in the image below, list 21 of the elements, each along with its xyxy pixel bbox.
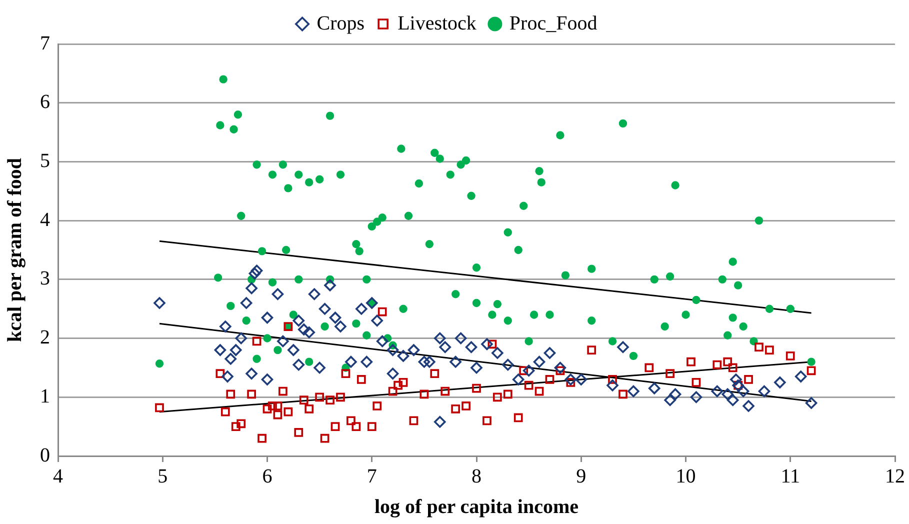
y-tick-label: 1 xyxy=(40,385,50,408)
legend-label: Crops xyxy=(316,12,365,34)
y-tick-label: 3 xyxy=(40,268,50,290)
y-tick-label: 5 xyxy=(40,150,50,172)
x-tick-label: 5 xyxy=(158,465,168,488)
y-tick-label: 6 xyxy=(40,91,50,114)
x-tick-label: 6 xyxy=(262,465,272,488)
y-tick-label: 7 xyxy=(40,32,50,54)
x-tick-label: 10 xyxy=(676,465,696,488)
y-axis-title: kcal per gram of food xyxy=(4,158,26,342)
y-tick-label: 4 xyxy=(40,208,50,231)
x-tick-label: 9 xyxy=(576,465,586,488)
legend-label: Proc_Food xyxy=(509,12,598,34)
y-tick-label: 0 xyxy=(40,444,50,466)
x-tick-label: 11 xyxy=(780,465,800,488)
x-tick-label: 8 xyxy=(472,465,482,488)
x-axis-title: log of per capita income xyxy=(374,496,579,518)
x-tick-label: 12 xyxy=(885,465,905,488)
y-tick-label: 2 xyxy=(40,326,50,349)
x-tick-label: 7 xyxy=(366,465,377,488)
legend-label: Livestock xyxy=(398,12,476,34)
